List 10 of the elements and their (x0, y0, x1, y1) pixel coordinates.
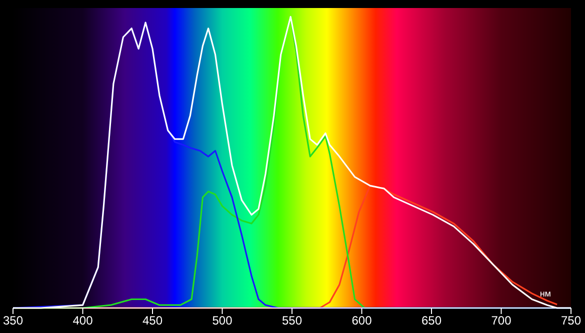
x-tick-label: 350 (2, 314, 24, 328)
x-tick-label: 750 (560, 314, 582, 328)
x-axis-title: нм (540, 288, 551, 298)
x-tick-label: 450 (142, 314, 163, 328)
x-tick-label: 400 (72, 314, 94, 328)
x-tick-label: 650 (421, 314, 442, 328)
x-tick-label: 500 (212, 314, 233, 328)
x-tick-label: 700 (491, 314, 512, 328)
x-tick-label: 600 (352, 314, 372, 328)
x-tick-label: 550 (282, 314, 302, 328)
